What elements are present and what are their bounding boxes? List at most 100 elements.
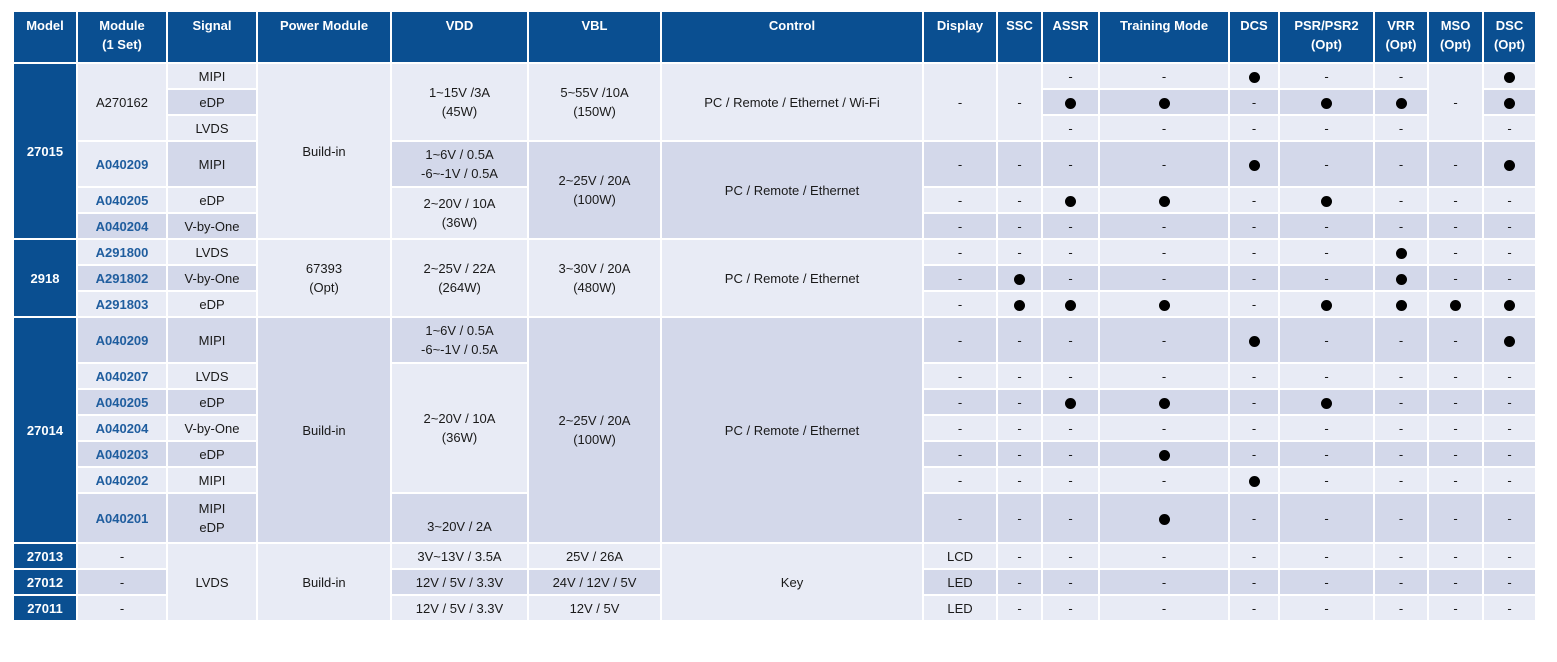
vrr-cell: - bbox=[1375, 390, 1427, 414]
table-row: LVDS - - - - - - bbox=[14, 116, 1535, 140]
module-link[interactable]: A040205 bbox=[78, 188, 166, 212]
dsc-cell: - bbox=[1484, 442, 1535, 466]
display-cell: - bbox=[924, 266, 996, 290]
module-link[interactable]: A040202 bbox=[78, 468, 166, 492]
mso-cell: - bbox=[1429, 64, 1482, 140]
signal-cell: eDP bbox=[168, 442, 256, 466]
bullet-icon bbox=[1248, 159, 1260, 171]
dcs-cell bbox=[1230, 142, 1278, 186]
vdd-cell: 2~20V / 10A (36W) bbox=[392, 188, 527, 238]
assr-cell: - bbox=[1043, 318, 1098, 362]
vrr-cell: - bbox=[1375, 188, 1427, 212]
module-link[interactable]: A040204 bbox=[78, 214, 166, 238]
module-cell: A270162 bbox=[78, 64, 166, 140]
mso-cell: - bbox=[1429, 390, 1482, 414]
mso-cell: - bbox=[1429, 318, 1482, 362]
model-cell: 27011 bbox=[14, 596, 76, 620]
dsc-cell: - bbox=[1484, 468, 1535, 492]
training-mode-cell: - bbox=[1100, 318, 1228, 362]
power-module-cell: Build-in bbox=[258, 318, 390, 542]
spec-table: Model Module (1 Set) Signal Power Module… bbox=[12, 10, 1537, 622]
dsc-cell: - bbox=[1484, 544, 1535, 568]
vdd-cell: 1~6V / 0.5A -6~-1V / 0.5A bbox=[392, 318, 527, 362]
dsc-cell: - bbox=[1484, 416, 1535, 440]
signal-cell: V-by-One bbox=[168, 214, 256, 238]
bullet-icon bbox=[1395, 97, 1407, 109]
bullet-icon bbox=[1321, 195, 1332, 207]
bullet-icon bbox=[1395, 299, 1407, 311]
bullet-icon bbox=[1158, 97, 1170, 109]
dcs-cell: - bbox=[1230, 570, 1278, 594]
ssc-cell: - bbox=[998, 364, 1041, 388]
vrr-cell: - bbox=[1375, 596, 1427, 620]
col-header: Model bbox=[14, 12, 76, 62]
control-cell: PC / Remote / Ethernet bbox=[662, 240, 922, 316]
assr-cell: - bbox=[1043, 364, 1098, 388]
table-row: A040204 V-by-One - - - - - - - - - bbox=[14, 416, 1535, 440]
module-link[interactable]: A040207 bbox=[78, 364, 166, 388]
vdd-cell: 3~20V / 2A bbox=[392, 494, 527, 542]
dcs-cell bbox=[1230, 64, 1278, 88]
vdd-cell: 2~20V / 10A (36W) bbox=[392, 364, 527, 492]
module-link[interactable]: A040203 bbox=[78, 442, 166, 466]
ssc-cell bbox=[998, 266, 1041, 290]
module-link[interactable]: A040209 bbox=[78, 142, 166, 186]
vdd-cell: 1~15V /3A (45W) bbox=[392, 64, 527, 140]
module-link[interactable]: A291803 bbox=[78, 292, 166, 316]
model-cell: 27012 bbox=[14, 570, 76, 594]
module-link[interactable]: A040201 bbox=[78, 494, 166, 542]
training-mode-cell: - bbox=[1100, 240, 1228, 264]
signal-cell: MIPI eDP bbox=[168, 494, 256, 542]
assr-cell bbox=[1043, 292, 1098, 316]
module-link[interactable]: A040209 bbox=[78, 318, 166, 362]
vdd-cell: 1~6V / 0.5A -6~-1V / 0.5A bbox=[392, 142, 527, 186]
ssc-cell: - bbox=[998, 494, 1041, 542]
module-link[interactable]: A040205 bbox=[78, 390, 166, 414]
ssc-cell: - bbox=[998, 596, 1041, 620]
mso-cell: - bbox=[1429, 494, 1482, 542]
control-cell: PC / Remote / Ethernet bbox=[662, 318, 922, 542]
signal-cell: MIPI bbox=[168, 142, 256, 186]
signal-cell: eDP bbox=[168, 188, 256, 212]
bullet-icon bbox=[1158, 299, 1170, 311]
training-mode-cell bbox=[1100, 292, 1228, 316]
col-header: VDD bbox=[392, 12, 527, 62]
psr-cell: - bbox=[1280, 570, 1373, 594]
mso-cell: - bbox=[1429, 214, 1482, 238]
dcs-cell: - bbox=[1230, 116, 1278, 140]
vrr-cell bbox=[1375, 240, 1427, 264]
col-header: ASSR bbox=[1043, 12, 1098, 62]
signal-cell: MIPI bbox=[168, 318, 256, 362]
mso-cell: - bbox=[1429, 544, 1482, 568]
psr-cell: - bbox=[1280, 64, 1373, 88]
display-cell: - bbox=[924, 442, 996, 466]
dsc-cell: - bbox=[1484, 570, 1535, 594]
display-cell: - bbox=[924, 188, 996, 212]
training-mode-cell: - bbox=[1100, 214, 1228, 238]
bullet-icon bbox=[1014, 299, 1025, 311]
dcs-cell bbox=[1230, 318, 1278, 362]
assr-cell: - bbox=[1043, 142, 1098, 186]
col-header: Training Mode bbox=[1100, 12, 1228, 62]
training-mode-cell bbox=[1100, 390, 1228, 414]
table-row: A040204 V-by-One - - - - - - - - - bbox=[14, 214, 1535, 238]
module-link[interactable]: A291800 bbox=[78, 240, 166, 264]
bullet-icon bbox=[1158, 449, 1170, 461]
module-link[interactable]: A040204 bbox=[78, 416, 166, 440]
col-header: DCS bbox=[1230, 12, 1278, 62]
psr-cell: - bbox=[1280, 416, 1373, 440]
col-header: VRR (Opt) bbox=[1375, 12, 1427, 62]
module-link[interactable]: A291802 bbox=[78, 266, 166, 290]
mso-cell: - bbox=[1429, 468, 1482, 492]
psr-cell bbox=[1280, 90, 1373, 114]
bullet-icon bbox=[1014, 273, 1025, 285]
power-module-cell: Build-in bbox=[258, 544, 390, 620]
signal-cell: V-by-One bbox=[168, 266, 256, 290]
table-row: 27011 - 12V / 5V / 3.3V 12V / 5V LED - -… bbox=[14, 596, 1535, 620]
training-mode-cell: - bbox=[1100, 416, 1228, 440]
mso-cell: - bbox=[1429, 266, 1482, 290]
training-mode-cell: - bbox=[1100, 364, 1228, 388]
bullet-icon bbox=[1504, 97, 1515, 109]
bullet-icon bbox=[1321, 397, 1332, 409]
control-cell: Key bbox=[662, 544, 922, 620]
